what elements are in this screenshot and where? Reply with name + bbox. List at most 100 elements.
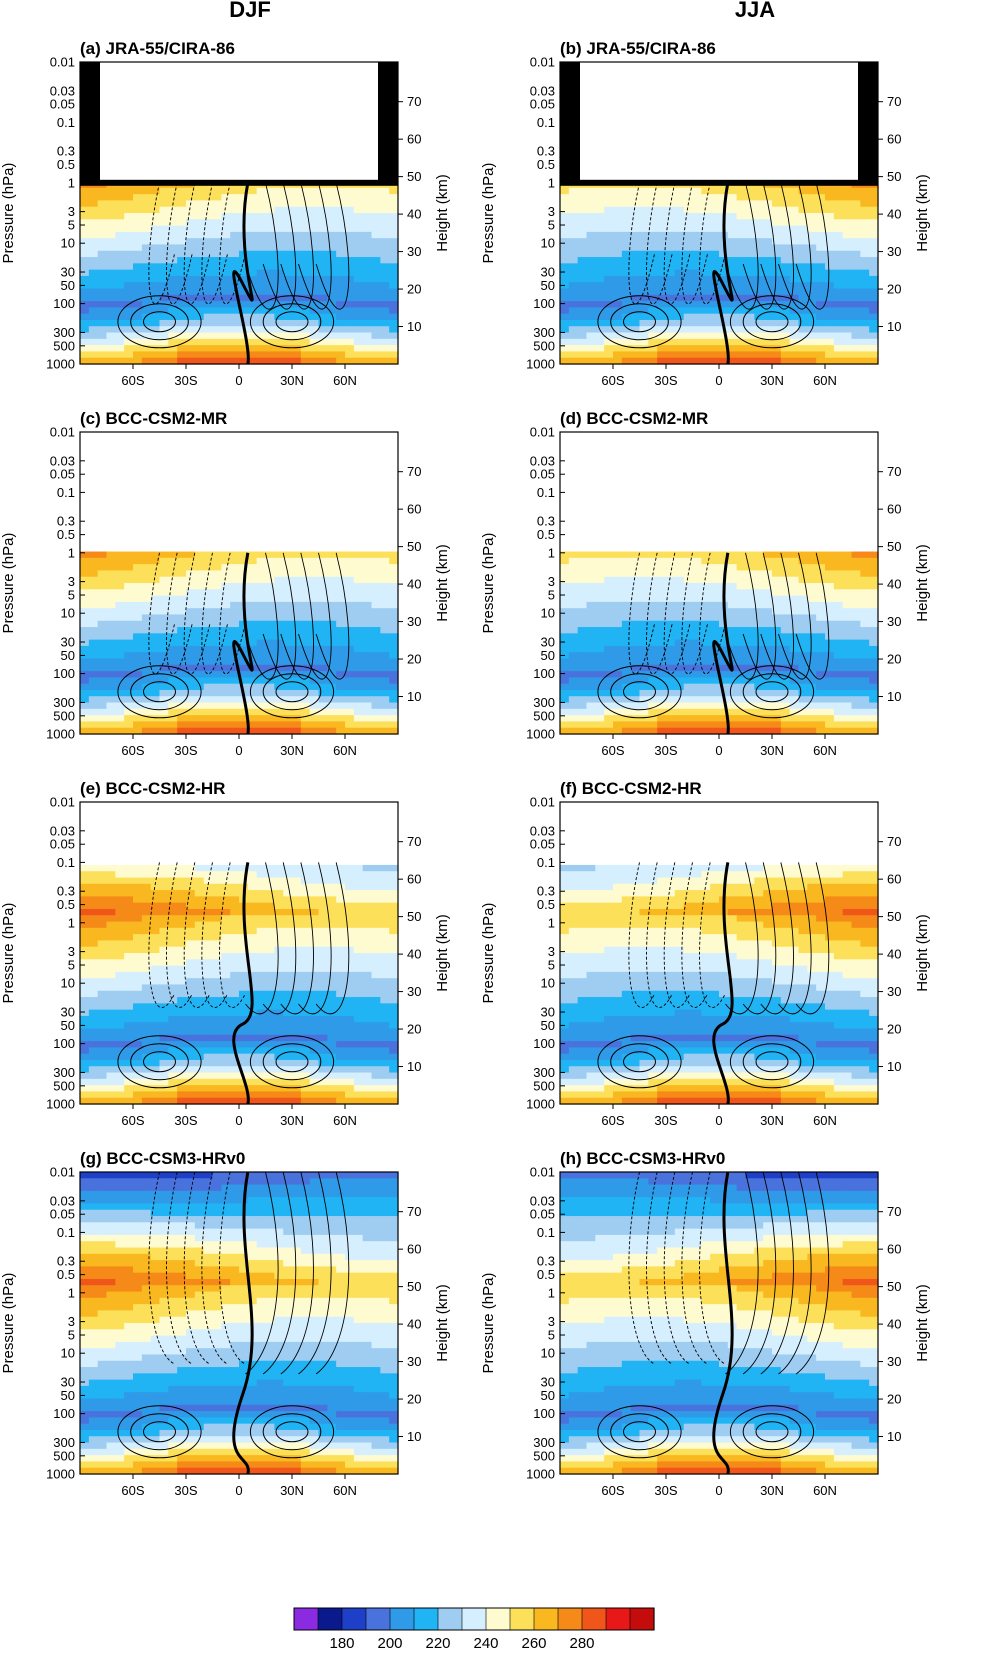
field-cell bbox=[256, 357, 267, 365]
field-cell bbox=[736, 257, 747, 264]
field-cell bbox=[710, 225, 720, 233]
field-cell bbox=[274, 664, 284, 672]
field-cell bbox=[666, 263, 676, 271]
field-cell bbox=[630, 206, 641, 214]
field-cell bbox=[772, 677, 782, 685]
field-cell bbox=[772, 326, 782, 334]
field-cell bbox=[133, 908, 143, 916]
field-cell bbox=[274, 671, 284, 678]
field-cell bbox=[745, 557, 755, 565]
field-cell bbox=[141, 715, 152, 723]
field-cell bbox=[683, 231, 694, 239]
field-cell bbox=[124, 658, 134, 666]
field-cell bbox=[300, 225, 311, 233]
field-cell bbox=[80, 301, 90, 308]
field-cell bbox=[568, 238, 579, 246]
field-cell bbox=[560, 614, 570, 622]
field-cell bbox=[568, 715, 579, 723]
field-cell bbox=[621, 307, 632, 315]
field-cell bbox=[106, 639, 116, 647]
field-cell bbox=[247, 639, 258, 647]
field-cell bbox=[309, 627, 320, 634]
field-cell bbox=[88, 927, 99, 935]
field-cell bbox=[80, 702, 90, 710]
field-cell bbox=[710, 595, 720, 603]
field-cell bbox=[639, 583, 649, 590]
field-cell bbox=[362, 570, 373, 578]
field-cell bbox=[300, 589, 311, 597]
field-cell bbox=[115, 908, 125, 916]
field-cell bbox=[177, 871, 187, 879]
field-cell bbox=[300, 307, 311, 315]
field-cell bbox=[362, 551, 373, 559]
field-cell bbox=[595, 313, 605, 321]
field-cell bbox=[701, 551, 711, 559]
field-cell bbox=[221, 940, 231, 948]
field-cell bbox=[336, 915, 346, 923]
field-cell bbox=[577, 633, 588, 641]
field-cell bbox=[212, 187, 222, 195]
field-cell bbox=[648, 294, 658, 302]
field-cell bbox=[807, 652, 817, 660]
field-cell bbox=[256, 307, 267, 315]
field-cell bbox=[318, 219, 328, 227]
field-cell bbox=[772, 727, 782, 735]
field-cell bbox=[719, 250, 729, 258]
field-cell bbox=[327, 940, 337, 948]
field-cell bbox=[336, 727, 346, 735]
field-cell bbox=[177, 564, 187, 572]
field-cell bbox=[265, 564, 275, 572]
field-cell bbox=[327, 721, 337, 729]
field-cell bbox=[754, 250, 764, 258]
field-cell bbox=[780, 307, 791, 315]
field-cell bbox=[648, 727, 658, 735]
field-cell bbox=[106, 664, 116, 672]
field-cell bbox=[701, 715, 711, 723]
field-cell bbox=[816, 319, 826, 327]
field-cell bbox=[274, 338, 284, 346]
pressure-tick-label: 1 bbox=[548, 545, 555, 560]
field-cell bbox=[327, 664, 337, 672]
field-cell bbox=[353, 200, 364, 208]
pressure-tick-label: 1 bbox=[68, 175, 75, 190]
field-cell bbox=[221, 194, 231, 202]
field-cell bbox=[639, 627, 649, 634]
field-cell bbox=[212, 908, 222, 916]
field-cell bbox=[230, 727, 240, 735]
field-cell bbox=[816, 213, 826, 220]
field-cell bbox=[300, 551, 311, 559]
field-cell bbox=[816, 696, 826, 704]
field-cell bbox=[177, 213, 187, 220]
field-cell bbox=[141, 677, 152, 685]
field-cell bbox=[798, 307, 808, 315]
field-cell bbox=[683, 551, 694, 559]
field-cell bbox=[274, 696, 284, 704]
field-cell bbox=[362, 896, 373, 904]
field-cell bbox=[860, 313, 870, 321]
field-cell bbox=[851, 721, 861, 729]
field-cell bbox=[648, 551, 658, 559]
field-cell bbox=[701, 219, 711, 227]
field-cell bbox=[621, 257, 632, 264]
field-cell bbox=[754, 608, 764, 616]
field-cell bbox=[380, 338, 390, 346]
field-cell bbox=[362, 589, 373, 597]
field-cell bbox=[371, 194, 381, 202]
field-cell bbox=[168, 326, 178, 334]
field-cell bbox=[851, 601, 861, 609]
field-cell bbox=[674, 269, 685, 277]
field-cell bbox=[97, 206, 108, 214]
field-cell bbox=[798, 689, 808, 697]
field-cell bbox=[701, 671, 711, 678]
field-cell bbox=[745, 219, 755, 227]
field-cell bbox=[159, 194, 169, 202]
field-cell bbox=[362, 683, 373, 691]
field-cell bbox=[869, 351, 879, 359]
latitude-tick-label: 60N bbox=[333, 373, 357, 388]
field-cell bbox=[851, 294, 861, 302]
field-cell bbox=[674, 194, 685, 202]
field-cell bbox=[150, 551, 161, 559]
field-cell bbox=[389, 200, 399, 208]
field-cell bbox=[97, 557, 108, 565]
field-cell bbox=[133, 313, 143, 321]
